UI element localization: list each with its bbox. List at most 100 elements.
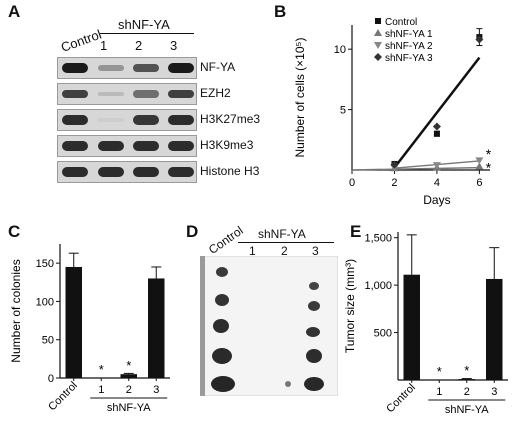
data-point [475, 35, 484, 44]
legend-marker [374, 29, 382, 36]
bar [403, 274, 420, 380]
legend-label: Control [385, 17, 417, 28]
blot-band [168, 141, 194, 151]
y-tick-label: 50 [42, 335, 54, 347]
series-line [351, 166, 480, 171]
panel-letter-d: D [186, 222, 199, 241]
bar [65, 266, 82, 378]
panel-letter-a: A [8, 2, 21, 21]
legend-label: shNF-YA 3 [385, 53, 433, 64]
panel-letter-e: E [350, 222, 362, 241]
x-tick-label: 2 [126, 384, 132, 396]
y-axis-label: Number of colonies [9, 259, 23, 362]
y-tick-label: 1,500 [364, 233, 392, 245]
legend-label: shNF-YA 1 [385, 29, 433, 40]
blot-row-label: Histone H3 [200, 164, 260, 178]
y-tick-label: 150 [36, 258, 54, 270]
data-point [433, 130, 440, 137]
lane-label-3: 3 [170, 38, 178, 53]
blot-band [98, 117, 124, 123]
data-point [475, 162, 484, 170]
significance-star: * [437, 364, 442, 379]
y-tick-label: 0 [48, 373, 54, 385]
series-line [393, 56, 481, 169]
tumor-photo [200, 256, 338, 396]
x-tick-label: 1 [436, 386, 442, 398]
bar [458, 379, 475, 380]
blot-row-label: H3K9me3 [200, 138, 254, 152]
legend-label: shNF-YA 2 [385, 41, 433, 52]
group-label: shNF-YA [445, 404, 489, 416]
blot-row [57, 135, 197, 157]
blot-band [133, 115, 159, 125]
tumor-lane-3: 3 [312, 244, 319, 258]
x-tick-label: Control [384, 382, 418, 416]
y-tick-label: 1,000 [364, 280, 392, 292]
blot-band [168, 115, 194, 125]
panel-letter-c: C [8, 222, 21, 241]
cell-growth-chart: 0 2 4 6 5 10 Days Number of cells (×10⁵) ** Contr… [293, 17, 492, 207]
legend-marker [374, 42, 382, 49]
blot-band [133, 141, 159, 151]
significance-star: * [126, 358, 131, 373]
blot-band [133, 167, 159, 177]
blot-band [62, 89, 88, 99]
x-tick-label: 0 [349, 177, 355, 189]
blot-band [62, 167, 88, 177]
blot-row [57, 57, 197, 79]
data-point [432, 122, 441, 131]
blot-band [168, 89, 194, 99]
y-tick-label: 5 [340, 105, 346, 117]
blot-band [98, 91, 124, 97]
data-point [432, 162, 441, 170]
x-tick-label: 4 [434, 177, 440, 189]
y-axis-label: Number of cells (×10⁵) [293, 37, 307, 157]
tumor-group-underline [238, 242, 334, 243]
bar [486, 278, 503, 380]
significance-star: * [486, 159, 492, 175]
tumor-group-label: shNF-YA [258, 227, 306, 241]
data-point [390, 160, 399, 169]
blot-band [133, 90, 159, 98]
lane-label-control: Control [58, 26, 104, 55]
x-tick-label: 2 [391, 177, 397, 189]
group-label: shNF-YA [107, 402, 151, 414]
blot-band [98, 167, 124, 177]
tumor-size-bar-chart: 500 1,000 1,500 Tumor size (mm³) Control * 1 * 2… [343, 232, 508, 416]
shnfya-group-label: shNF-YA [118, 17, 170, 32]
blot-band [62, 63, 88, 73]
lane-label-1: 1 [100, 38, 108, 53]
blot-band [62, 115, 88, 125]
x-tick-label: 1 [98, 384, 104, 396]
blot-band [98, 141, 124, 151]
blot-row-label: EZH2 [200, 86, 231, 100]
significance-star: * [464, 363, 469, 378]
y-tick-label: 10 [334, 44, 346, 56]
significance-star: * [486, 146, 492, 162]
x-axis-label: Days [423, 193, 450, 207]
y-tick-label: 500 [374, 328, 392, 340]
legend-marker [375, 18, 381, 24]
blot-band [168, 63, 194, 73]
lane-label-2: 2 [135, 38, 143, 53]
x-tick-label: 3 [153, 384, 159, 396]
y-axis-label: Tumor size (mm³) [343, 259, 357, 353]
blot-band [133, 63, 159, 73]
tumor-lane-2: 2 [281, 244, 288, 258]
tumor-lane-control: Control [205, 223, 246, 257]
blot-row-label: H3K27me3 [200, 112, 261, 126]
blot-row-label: NF-YA [200, 60, 236, 74]
x-tick-label: 6 [476, 177, 482, 189]
tumor-lane-1: 1 [249, 244, 256, 258]
blot-row [57, 161, 197, 183]
significance-star: * [99, 362, 104, 377]
bar [120, 374, 137, 378]
panel-letter-b: B [274, 2, 287, 21]
y-tick-label: 100 [36, 296, 54, 308]
data-point [475, 157, 484, 165]
bar [148, 278, 165, 378]
blot-band [98, 64, 124, 72]
blot-row [57, 83, 197, 105]
group-underline [100, 33, 194, 34]
